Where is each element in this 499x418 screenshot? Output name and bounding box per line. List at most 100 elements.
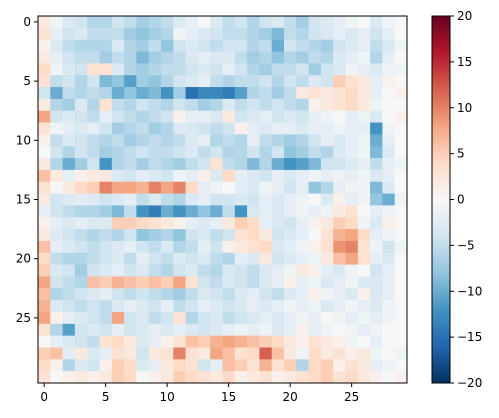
heatmap-cell <box>296 39 309 52</box>
heatmap-cell <box>148 264 162 277</box>
heatmap-cell <box>259 110 273 123</box>
heatmap-cell <box>345 252 359 265</box>
heatmap-cell <box>259 134 273 147</box>
heatmap-cell <box>370 98 383 112</box>
heatmap-cell <box>124 371 137 384</box>
heatmap-cell <box>87 347 100 360</box>
heatmap-cell <box>296 75 309 88</box>
heatmap-cell <box>370 193 383 206</box>
heatmap-cell <box>111 193 125 206</box>
heatmap-cell <box>345 98 359 112</box>
heatmap-cell <box>87 217 100 230</box>
heatmap-cell <box>308 288 322 301</box>
heatmap-cell <box>50 87 63 100</box>
heatmap-cell <box>148 181 162 194</box>
heatmap-cell <box>38 323 51 336</box>
heatmap-cell <box>136 311 150 325</box>
heatmap-cell <box>87 311 100 325</box>
heatmap-cell <box>161 371 174 384</box>
heatmap-cell <box>38 63 51 76</box>
heatmap-cell <box>234 122 248 135</box>
heatmap-cell <box>284 51 297 64</box>
heatmap-cell <box>370 288 383 301</box>
heatmap-cell <box>210 169 223 183</box>
heatmap-cell <box>222 252 236 265</box>
heatmap-cell <box>74 205 88 218</box>
heatmap-cell <box>370 323 383 336</box>
heatmap-cell <box>333 193 346 206</box>
heatmap-cell <box>247 169 260 183</box>
heatmap-cell <box>234 371 248 384</box>
heatmap-cell <box>74 87 88 100</box>
heatmap-cell <box>271 63 285 76</box>
heatmap-cell <box>333 27 346 41</box>
heatmap-cell <box>197 371 211 384</box>
heatmap-cell <box>50 98 63 112</box>
heatmap-cell <box>50 158 63 171</box>
heatmap-cell <box>74 63 88 76</box>
heatmap-cell <box>370 264 383 277</box>
heatmap-cell <box>394 146 408 159</box>
heatmap-cell <box>296 240 309 254</box>
heatmap-cell <box>62 122 76 135</box>
heatmap-cell <box>136 323 150 336</box>
heatmap-cell <box>370 122 383 135</box>
heatmap-cell <box>320 27 334 41</box>
heatmap-cell <box>99 51 113 64</box>
heatmap-cell <box>296 359 309 372</box>
heatmap-cell <box>173 158 186 171</box>
heatmap-cell <box>394 347 408 360</box>
heatmap-cell <box>62 110 76 123</box>
x-tick-label: 0 <box>40 390 48 404</box>
heatmap-cell <box>148 252 162 265</box>
heatmap-cell <box>38 347 51 360</box>
heatmap-cell <box>308 16 322 29</box>
heatmap-cell <box>210 39 223 52</box>
heatmap-cell <box>259 229 273 242</box>
heatmap-cell <box>382 51 396 64</box>
heatmap-cell <box>111 323 125 336</box>
heatmap-cell <box>99 205 113 218</box>
heatmap-cell <box>210 311 223 325</box>
heatmap-cell <box>271 75 285 88</box>
heatmap-cell <box>87 359 100 372</box>
heatmap-cell <box>111 110 125 123</box>
heatmap-cell <box>87 229 100 242</box>
heatmap-cell <box>148 87 162 100</box>
y-tick-label: 25 <box>16 311 31 325</box>
heatmap-cell <box>50 240 63 254</box>
heatmap-cell <box>161 240 174 254</box>
heatmap-cell <box>345 134 359 147</box>
heatmap-cell <box>99 16 113 29</box>
heatmap-cell <box>210 181 223 194</box>
heatmap-cell <box>38 110 51 123</box>
heatmap-cell <box>148 288 162 301</box>
heatmap-cell <box>87 98 100 112</box>
heatmap-cell <box>333 371 346 384</box>
heatmap-cell <box>38 39 51 52</box>
heatmap-cell <box>74 240 88 254</box>
heatmap-cell <box>173 98 186 112</box>
heatmap-cell <box>345 371 359 384</box>
heatmap-cell <box>333 63 346 76</box>
heatmap-cell <box>247 134 260 147</box>
heatmap-cell <box>271 16 285 29</box>
heatmap-cell <box>370 181 383 194</box>
heatmap-cell <box>222 146 236 159</box>
heatmap-cell <box>284 347 297 360</box>
heatmap-cell <box>87 193 100 206</box>
heatmap-cell <box>259 181 273 194</box>
heatmap-cell <box>345 217 359 230</box>
heatmap-cell <box>62 98 76 112</box>
heatmap-cell <box>38 205 51 218</box>
heatmap-cell <box>222 122 236 135</box>
heatmap-cell <box>357 252 371 265</box>
heatmap-cell <box>161 347 174 360</box>
heatmap-cell <box>74 323 88 336</box>
heatmap-cell <box>394 359 408 372</box>
heatmap-cell <box>210 288 223 301</box>
heatmap-cell <box>148 276 162 289</box>
heatmap-cell <box>284 158 297 171</box>
heatmap-cell <box>124 122 137 135</box>
heatmap-cell <box>284 323 297 336</box>
